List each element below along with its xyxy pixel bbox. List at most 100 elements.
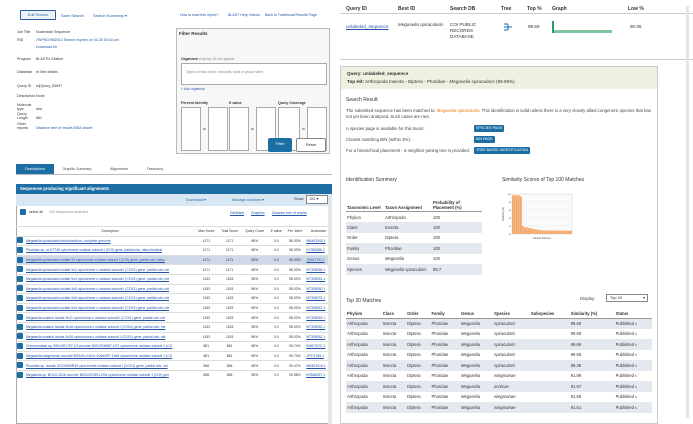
row-accession[interactable]: MT398287.1 <box>306 306 326 311</box>
t20-header-0[interactable]: Phylum <box>346 309 382 319</box>
table-row[interactable]: Megaselia sp. BOLD-2016 voucher BIOUG078… <box>16 369 332 380</box>
row-accession[interactable]: KR568397.1 <box>306 373 326 378</box>
table-row[interactable]: Arthropoda Insecta Diptera Phoridae Megaseli… <box>346 392 652 403</box>
table-row[interactable]: Megaselia spiracularis isolate 5o2 cytoc… <box>16 264 332 275</box>
row-checkbox[interactable] <box>17 294 23 301</box>
tree-icon[interactable] <box>503 23 513 31</box>
tree-id-button[interactable]: TREE BASED IDENTIFICATION <box>474 147 531 154</box>
job-value[interactable]: Distance tree of results MSA viewer <box>36 126 93 130</box>
row-description[interactable]: Megaselia scalaris isolate 5o11 cytochro… <box>26 315 166 320</box>
filter-button[interactable]: Filter <box>268 138 292 152</box>
bin-page-button[interactable]: BIN PAGE <box>474 136 495 143</box>
col-accession[interactable]: Accession <box>305 226 332 237</box>
row-checkbox[interactable] <box>17 333 23 340</box>
table-row[interactable]: Arthropoda Insecta Diptera Phoridae Megaseli… <box>346 360 652 371</box>
row-description[interactable]: Megaselia spiracularis isolate 5o4 cytoc… <box>26 277 170 282</box>
e-value-min[interactable] <box>229 107 249 151</box>
row-accession[interactable]: JF971349.1 <box>306 354 325 359</box>
col-e-value[interactable]: E value <box>267 226 285 237</box>
manage-columns-menu[interactable]: Manage columns ▾ <box>232 197 264 202</box>
table-row[interactable]: Megaselia spiracularis isolate 5o5 cytoc… <box>16 283 332 294</box>
t20-header-6[interactable]: Subspecies <box>529 309 570 319</box>
row-description[interactable]: Megaselia spiracularis isolate 53 cytoch… <box>26 258 165 263</box>
job-value[interactable]: Download All <box>36 45 57 49</box>
row-accession[interactable]: MT398285.1 <box>306 267 326 272</box>
row-accession[interactable]: MN403340.1 <box>306 238 326 243</box>
row-description[interactable]: Megaselia spiracularis mitochondrion, co… <box>26 238 111 243</box>
col-max-score[interactable]: Max Score <box>195 226 218 237</box>
reset-button[interactable]: Reset <box>296 138 326 152</box>
col-per-ident[interactable]: Per. Ident <box>284 226 306 237</box>
table-row[interactable]: Megaselia scalaris isolate 5o11 cytochro… <box>16 312 332 323</box>
table-row[interactable]: Megaselia spiracularis mitochondrion, co… <box>16 235 332 246</box>
row-accession[interactable]: MT398278.1 <box>306 296 326 301</box>
table-row[interactable]: Megaselia scalaris isolate 5o26 cytochro… <box>16 331 332 342</box>
table-row[interactable]: Megaselia scalaris isolate 5o16 cytochro… <box>16 321 332 333</box>
t20-header-1[interactable]: Class <box>381 309 407 319</box>
organism-input[interactable]: Type common name, binomial, taxid or gro… <box>181 63 327 85</box>
table-row[interactable]: Arthropoda Insecta Diptera Phoridae Megaseli… <box>346 371 652 382</box>
table-row[interactable]: Arthropoda Insecta Diptera Phoridae Megaseli… <box>346 318 652 329</box>
tab-graphic-summary[interactable]: Graphic Summary <box>62 167 92 171</box>
t20-header-2[interactable]: Order <box>406 309 431 319</box>
row-checkbox[interactable] <box>17 285 23 292</box>
graphics-link[interactable]: Graphics <box>251 211 265 215</box>
search-summary-link[interactable]: Search Summary ▾ <box>93 13 127 18</box>
row-accession[interactable]: MT398281.1 <box>306 334 326 339</box>
species-page-button[interactable]: SPECIES PAGE <box>474 125 505 132</box>
table-row[interactable]: Arthropoda Insecta Diptera Phoridae Megaseli… <box>346 381 652 392</box>
show-select[interactable]: 100 ▾ <box>306 195 328 204</box>
row-description[interactable]: Megaselia spiracularis isolate 5o9 cytoc… <box>26 306 170 311</box>
row-description[interactable]: Megaselia spiracularis isolate 5o2 cytoc… <box>26 267 170 272</box>
row-accession[interactable]: MT398282.1 <box>306 325 326 330</box>
row-accession[interactable]: KX356386.1 <box>306 248 325 253</box>
page-scrollbar[interactable] <box>686 6 689 418</box>
col-total-score[interactable]: Total Score <box>217 226 242 237</box>
row-checkbox[interactable] <box>17 266 23 273</box>
row-accession[interactable]: MN403418.1 <box>306 363 326 368</box>
results-scrollbar[interactable] <box>328 206 332 424</box>
row-description[interactable]: Megaselia scalaris isolate 5o26 cytochro… <box>26 334 166 339</box>
table-row[interactable]: Arthropoda Insecta Diptera Phoridae Megaseli… <box>346 339 652 350</box>
table-row[interactable]: Megaselia wiegmanae voucher BIOUG<CAN>:1… <box>16 350 332 361</box>
row-description[interactable]: Megaselia wiegmanae voucher BIOUG<CAN>:1… <box>26 354 173 359</box>
row-accession[interactable]: MT398280.1 <box>306 286 326 291</box>
t20-header-3[interactable]: Family <box>430 309 460 319</box>
t20-header-4[interactable]: Genus <box>459 309 494 319</box>
table-row[interactable]: Megaselia spiracularis isolate 5o8 cytoc… <box>16 293 332 304</box>
query-id-link[interactable]: unlabeled_sequence <box>346 24 389 29</box>
help-videos-link[interactable]: BLAST Help Videos <box>228 13 260 17</box>
table-row[interactable]: Megaselia spiracularis isolate 5o9 cytoc… <box>16 302 332 313</box>
table-row[interactable]: Arthropoda Insecta Diptera Phoridae Megaseli… <box>346 402 652 413</box>
table-row[interactable]: Phoridae sp. isolate UGC0806R39 cytochro… <box>16 360 332 371</box>
how-to-read-link[interactable]: How to read this report? <box>180 13 219 17</box>
row-checkbox[interactable] <box>17 275 23 282</box>
table-row[interactable]: Arthropoda Insecta Diptera Phoridae Megaseli… <box>346 350 652 361</box>
edit-search-button[interactable]: Edit Search <box>20 10 56 20</box>
download-menu[interactable]: Download ▾ <box>186 197 206 202</box>
percent-identity-min[interactable] <box>181 107 201 151</box>
back-traditional-link[interactable]: Back to Traditional Results Page <box>265 13 317 17</box>
table-row[interactable]: Chironomidae sp. BSUAR1787-13 voucher BI… <box>16 341 332 352</box>
add-organism-link[interactable]: + Add organism <box>181 87 205 91</box>
display-select[interactable]: Top 20 ▾ <box>606 294 648 302</box>
row-checkbox[interactable] <box>17 314 23 321</box>
row-description[interactable]: Phoridae sp. cc 6T745 cytochrome oxidase… <box>26 248 162 253</box>
t20-header-7[interactable]: Similarity (%) <box>569 309 615 319</box>
row-description[interactable]: Megaselia spiracularis isolate 5o5 cytoc… <box>26 286 170 291</box>
row-checkbox[interactable] <box>17 342 23 349</box>
row-checkbox[interactable] <box>17 362 23 369</box>
t20-header-5[interactable]: Species <box>493 309 530 319</box>
row-description[interactable]: Megaselia scalaris isolate 5o16 cytochro… <box>26 325 166 330</box>
percent-identity-max[interactable] <box>208 107 228 151</box>
table-row[interactable]: Arthropoda Insecta Diptera Phoridae Megaseli… <box>346 329 652 340</box>
row-accession[interactable]: MT398281.1 <box>306 277 326 282</box>
save-search-link[interactable]: Save Search <box>61 13 84 18</box>
table-row[interactable]: Megaselia spiracularis isolate 53 cytoch… <box>16 254 332 265</box>
row-checkbox[interactable] <box>17 246 23 253</box>
distance-tree-link[interactable]: Distance tree of results <box>272 211 307 215</box>
row-description[interactable]: Megaselia sp. BOLD-2016 voucher BIOUG078… <box>26 373 169 378</box>
row-checkbox[interactable] <box>17 237 23 244</box>
row-accession[interactable]: KM670037.1 <box>306 344 326 349</box>
row-checkbox[interactable] <box>17 352 23 359</box>
